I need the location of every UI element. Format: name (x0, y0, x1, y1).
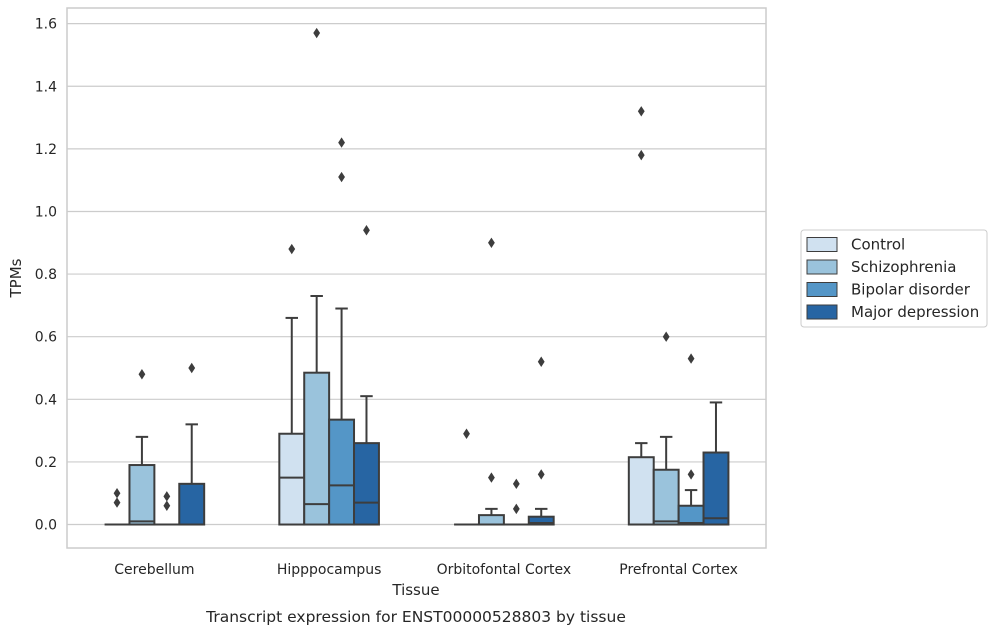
legend-swatch (806, 259, 838, 275)
y-axis-title: TPMs (7, 258, 25, 298)
x-axis-title: Tissue (391, 581, 439, 599)
legend-swatch (806, 304, 838, 320)
box-2-4 (652, 331, 680, 526)
outlier-point (163, 491, 171, 502)
box-body (303, 371, 331, 526)
outlier-point (488, 472, 495, 483)
boxes (104, 27, 730, 526)
box-4-3 (527, 356, 555, 526)
outlier-point (113, 497, 121, 508)
box-3-3 (503, 478, 529, 526)
outlier-point (113, 488, 121, 499)
box-body (128, 464, 156, 526)
box-body (527, 515, 555, 526)
plot-frame (66, 7, 767, 549)
box-1-4 (627, 106, 655, 526)
grid-lines (67, 23, 766, 526)
outlier-point (163, 500, 171, 511)
outlier-point (338, 137, 345, 148)
outlier-point (662, 331, 670, 342)
outlier-point (138, 369, 146, 380)
box-body (328, 418, 356, 526)
outlier-point (637, 149, 645, 161)
box-1-1 (104, 488, 130, 526)
y-tick-label: 0.4 (35, 392, 57, 408)
legend-swatch (806, 282, 838, 297)
outlier-point (512, 478, 520, 490)
y-tick-label: 1.2 (35, 142, 57, 158)
outlier-point (512, 503, 520, 515)
y-tick-label: 1.4 (35, 79, 57, 95)
legend-label: Major depression (851, 303, 979, 321)
y-tick-labels: 0.0 0.2 0.4 0.6 0.8 1.0 1.2 1.4 1.6 (35, 17, 57, 534)
box-3-4 (677, 353, 705, 526)
outlier-point (288, 243, 296, 255)
x-tick-label: Prefrontal Cortex (619, 562, 738, 578)
outlier-point (537, 469, 545, 480)
outlier-point (463, 428, 470, 439)
legend-item: Schizophrenia (806, 258, 956, 276)
box-body (353, 442, 380, 526)
outlier-point (687, 353, 695, 364)
box-body (652, 468, 680, 526)
outlier-point (687, 469, 695, 480)
legend-swatch (806, 237, 838, 252)
legend-item: Control (806, 236, 905, 254)
x-tick-label: Hipppocampus (277, 562, 382, 578)
legend-item: Major depression (806, 303, 979, 321)
x-tick-label: Orbitofontal Cortex (437, 562, 572, 578)
box-3-1 (154, 491, 180, 526)
x-tick-label: Cerebellum (114, 562, 194, 578)
box-body (178, 482, 206, 526)
y-tick-label: 0.0 (35, 518, 57, 534)
box-2-1 (128, 369, 156, 526)
outlier-point (637, 106, 645, 117)
box-4-2 (353, 225, 380, 526)
outlier-point (338, 171, 345, 183)
outlier-point (313, 27, 321, 39)
y-tick-label: 1.6 (35, 17, 57, 33)
box-3-2 (328, 137, 356, 526)
y-tick-label: 0.8 (35, 267, 57, 283)
box-body (677, 504, 705, 526)
outlier-point (488, 237, 495, 248)
outlier-point (188, 362, 196, 374)
box-body (627, 456, 655, 526)
box-4-4 (702, 401, 730, 526)
chart-caption: Transcript expression for ENST0000052880… (205, 608, 626, 626)
legend-frame (800, 229, 988, 328)
legend-label: Control (851, 236, 905, 254)
box-1-2 (278, 243, 306, 526)
box-2-3 (477, 237, 505, 526)
y-tick-label: 0.6 (35, 330, 57, 346)
legend-item: Bipolar disorder (806, 281, 971, 299)
x-tick-labels: Cerebellum Hipppocampus Orbitofontal Corte… (114, 562, 738, 578)
legend: Control Schizophrenia Bipolar disorder Majo… (800, 229, 988, 328)
legend-label: Bipolar disorder (851, 281, 971, 299)
box-1-3 (454, 428, 479, 526)
box-body (477, 514, 505, 526)
y-tick-label: 1.0 (35, 204, 57, 220)
box-4-1 (178, 362, 206, 526)
box-body (278, 432, 306, 526)
outlier-point (363, 225, 370, 236)
box-body (702, 451, 730, 526)
box-2-2 (303, 27, 331, 526)
y-tick-label: 0.2 (35, 455, 57, 471)
legend-label: Schizophrenia (851, 258, 956, 276)
outlier-point (537, 356, 545, 367)
